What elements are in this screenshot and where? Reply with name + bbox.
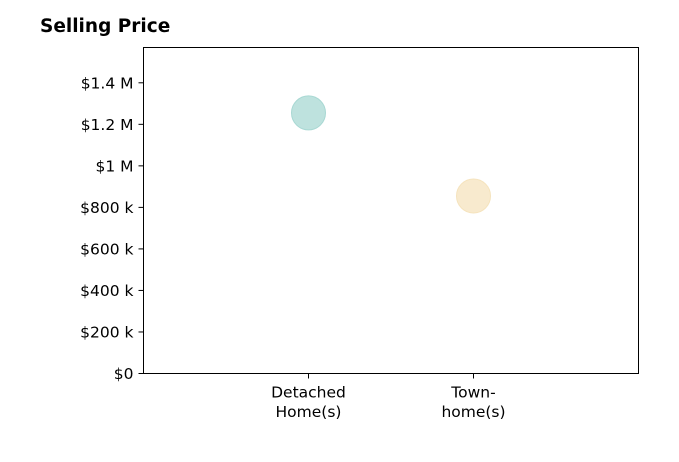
bubble-layer: [291, 95, 491, 214]
y-axis: $0 $200 k $400 k $600 k $800 k $1 M $1.2 M $1.4…: [80, 74, 144, 383]
x-tick-label: Town-: [450, 384, 495, 402]
chart-title: Selling Price: [40, 16, 171, 37]
y-tick-label: $1 M: [95, 157, 133, 175]
plot-frame: [143, 47, 639, 374]
bubble-point: [291, 95, 326, 131]
y-tick-label: $200 k: [80, 323, 133, 341]
y-tick-label: $400 k: [80, 282, 133, 300]
y-tick-label: $800 k: [80, 199, 133, 217]
y-tick-label: $600 k: [80, 240, 133, 258]
x-tick-label: home(s): [441, 403, 505, 421]
x-tick-label: Home(s): [276, 403, 342, 421]
bubble-point: [456, 178, 491, 214]
y-tick-label: $0: [114, 365, 134, 383]
x-tick-label: Detached: [271, 384, 346, 402]
y-tick-label: $1.4 M: [81, 74, 134, 92]
y-tick-label: $1.2 M: [81, 116, 134, 134]
